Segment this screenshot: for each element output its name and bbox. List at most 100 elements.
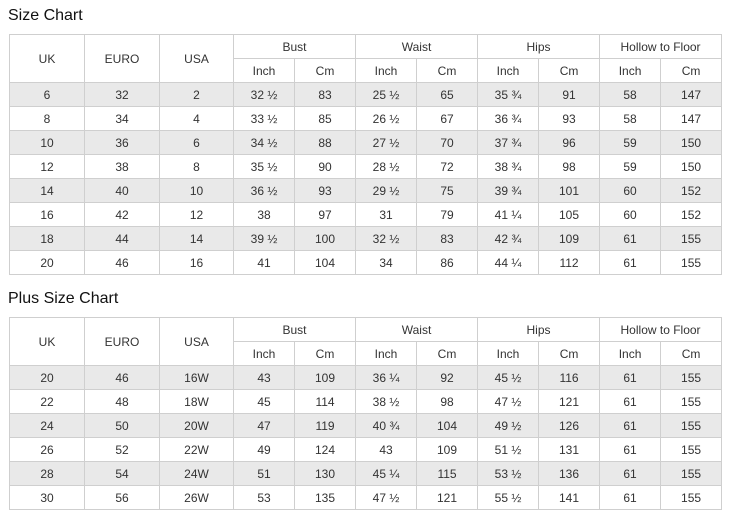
subheader-row: Inch Cm Inch Cm Inch Cm Inch Cm — [10, 341, 723, 366]
unit-header: Inch — [355, 58, 418, 83]
cell: 44 ¼ — [477, 250, 540, 275]
cell: 36 — [84, 130, 160, 155]
cell: 43 — [355, 437, 418, 462]
section-title: Size Chart — [8, 7, 83, 24]
unit-header: Cm — [416, 341, 479, 366]
cell: 100 — [293, 226, 357, 251]
group-header: Waist — [355, 317, 479, 342]
cell: 121 — [538, 389, 601, 414]
cell: 49 ½ — [477, 413, 540, 438]
cell: 150 — [660, 154, 723, 179]
cell: 88 — [293, 130, 357, 155]
cell: 32 ½ — [233, 82, 295, 107]
size-table: UK EURO USA Bust Waist Hips Hollow to Floor Inc… — [9, 317, 723, 510]
cell: 38 — [84, 154, 160, 179]
cell: 45 ¼ — [355, 461, 418, 486]
cell: 35 ½ — [233, 154, 295, 179]
unit-header: Inch — [477, 341, 540, 366]
group-header: Hips — [477, 34, 601, 59]
cell: 47 ½ — [355, 485, 418, 510]
data-row: 12 38 8 35 ½ 90 28 ½ 72 38 ¾ 98 59 150 — [9, 154, 723, 179]
cell: 33 ½ — [233, 106, 295, 131]
cell: 83 — [293, 82, 357, 107]
cell: 39 ½ — [233, 226, 295, 251]
data-row: 30 56 26W 53 135 47 ½ 121 55 ½ 141 61 155 — [9, 485, 723, 510]
cell: 136 — [538, 461, 601, 486]
cell: 45 ½ — [477, 365, 540, 390]
cell: 61 — [599, 413, 662, 438]
cell: 109 — [538, 226, 601, 251]
group-header: Hips — [477, 317, 601, 342]
data-row: 22 48 18W 45 114 38 ½ 98 47 ½ 121 61 155 — [9, 389, 723, 414]
cell: 42 ¾ — [477, 226, 540, 251]
cell: 112 — [538, 250, 601, 275]
cell: 41 — [233, 250, 295, 275]
cell: 24W — [159, 461, 234, 486]
cell: 104 — [293, 250, 357, 275]
cell: 30 — [9, 485, 85, 510]
data-row: 20 46 16 41 104 34 86 44 ¼ 112 61 155 — [9, 250, 723, 275]
unit-header: Cm — [416, 58, 479, 83]
cell: 60 — [599, 178, 662, 203]
data-row: 20 46 16W 43 109 36 ¼ 92 45 ½ 116 61 155 — [9, 365, 723, 390]
cell: 18W — [159, 389, 234, 414]
cell: 61 — [599, 461, 662, 486]
cell: 79 — [416, 202, 479, 227]
cell: 147 — [660, 106, 723, 131]
cell: 58 — [599, 82, 662, 107]
cell: 47 ½ — [477, 389, 540, 414]
unit-header: Inch — [355, 341, 418, 366]
cell: 49 — [233, 437, 295, 462]
cell: 91 — [538, 82, 601, 107]
cell: 22W — [159, 437, 234, 462]
unit-header: Cm — [660, 58, 723, 83]
data-row: 24 50 20W 47 119 40 ¾ 104 49 ½ 126 61 155 — [9, 413, 723, 438]
cell: 12 — [9, 154, 85, 179]
unit-header: Cm — [293, 58, 357, 83]
cell: 141 — [538, 485, 601, 510]
cell: 60 — [599, 202, 662, 227]
cell: 124 — [293, 437, 357, 462]
cell: 2 — [159, 82, 234, 107]
cell: 53 — [233, 485, 295, 510]
cell: 61 — [599, 389, 662, 414]
cell: 155 — [660, 250, 723, 275]
cell: 61 — [599, 437, 662, 462]
header-cell: USA — [159, 317, 234, 366]
cell: 31 — [355, 202, 418, 227]
cell: 18 — [9, 226, 85, 251]
cell: 152 — [660, 178, 723, 203]
unit-header: Inch — [233, 341, 295, 366]
cell: 67 — [416, 106, 479, 131]
cell: 41 ¼ — [477, 202, 540, 227]
section-title: Plus Size Chart — [8, 290, 119, 307]
cell: 56 — [84, 485, 160, 510]
header-cell: USA — [159, 34, 234, 83]
cell: 28 — [9, 461, 85, 486]
cell: 119 — [293, 413, 357, 438]
cell: 65 — [416, 82, 479, 107]
cell: 25 ½ — [355, 82, 418, 107]
cell: 126 — [538, 413, 601, 438]
header-row: UK EURO USA Bust Waist Hips Hollow to Floor — [9, 34, 723, 83]
cell: 155 — [660, 365, 723, 390]
cell: 155 — [660, 413, 723, 438]
cell: 16W — [159, 365, 234, 390]
group-header: Bust — [232, 317, 357, 342]
cell: 135 — [293, 485, 357, 510]
cell: 52 — [84, 437, 160, 462]
cell: 58 — [599, 106, 662, 131]
cell: 38 ¾ — [477, 154, 540, 179]
cell: 59 — [599, 130, 662, 155]
cell: 46 — [84, 365, 160, 390]
header-cell: UK — [9, 34, 85, 83]
cell: 8 — [159, 154, 234, 179]
cell: 55 ½ — [477, 485, 540, 510]
cell: 38 ½ — [355, 389, 418, 414]
cell: 14 — [9, 178, 85, 203]
cell: 16 — [159, 250, 234, 275]
header-row: UK EURO USA Bust Waist Hips Hollow to Floor — [9, 317, 723, 366]
cell: 93 — [538, 106, 601, 131]
cell: 51 ½ — [477, 437, 540, 462]
